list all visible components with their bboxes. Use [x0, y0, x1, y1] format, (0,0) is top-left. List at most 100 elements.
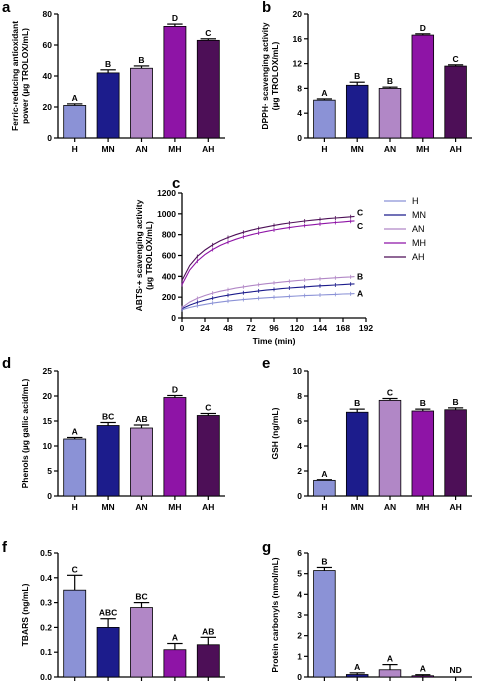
bar-H: [313, 479, 336, 497]
panel-label: f: [2, 539, 8, 556]
y-tick-label: 0.4: [40, 573, 52, 583]
significance-letter: BC: [102, 412, 114, 422]
x-tick-label: MN: [101, 502, 114, 512]
x-tick-label: H: [321, 502, 327, 512]
panel-f: f 0.0 0.1 0.2 0.3 0.4 0.5 TBARS (ng/mL) C H ABC MN B…: [2, 539, 225, 685]
panel-label: g: [262, 539, 271, 556]
significance-letter: D: [172, 385, 178, 395]
bar-MN: [345, 411, 369, 497]
significance-letter: A: [387, 654, 393, 664]
significance-letter: AB: [202, 626, 214, 636]
significance-letter: A: [321, 469, 327, 479]
significance-letter: AB: [135, 414, 147, 424]
x-tick-label: AN: [135, 683, 147, 685]
panel-label: d: [2, 355, 11, 372]
x-tick-label: MN: [351, 144, 364, 154]
bar-AN: [378, 88, 402, 139]
x-tick-label: AH: [202, 144, 214, 154]
significance-letter: A: [354, 662, 360, 672]
y-tick-label: 8: [297, 83, 302, 93]
y-tick-label: 8: [297, 391, 302, 401]
bar-AN: [378, 669, 402, 678]
significance-letter: C: [72, 564, 78, 574]
significance-letter: B: [420, 398, 426, 408]
y-tick-label: 5: [297, 569, 302, 579]
y-tick-label: 25: [43, 366, 53, 376]
legend-label: AH: [412, 252, 425, 262]
significance-letter: D: [420, 23, 426, 33]
y-tick-label: 1000: [157, 209, 176, 219]
x-tick-label: MH: [416, 144, 429, 154]
x-tick-label: AH: [449, 144, 461, 154]
x-tick-label: 192: [359, 323, 373, 333]
x-tick-label: 0: [180, 323, 185, 333]
y-tick-label: 16: [293, 34, 303, 44]
x-tick-label: H: [321, 144, 327, 154]
x-axis-label: Time (min): [253, 336, 296, 346]
x-tick-label: MH: [168, 502, 181, 512]
panel-a: a 0 20 40 60 80 Ferric-reducing antioxidant pow…: [2, 0, 225, 154]
y-tick-label: 10: [293, 366, 303, 376]
y-tick-label: 2: [297, 466, 302, 476]
panel-label: b: [262, 0, 271, 16]
bar-MN: [345, 84, 369, 139]
legend-label: MN: [412, 210, 426, 220]
bar-MN: [96, 425, 120, 497]
y-tick-label: 20: [293, 9, 303, 19]
bar-AN: [130, 607, 153, 678]
y-axis-label: Protein carbonyls (nmol/mL): [270, 557, 280, 672]
significance-letter: ND: [449, 665, 461, 675]
y-tick-label: 0.0: [40, 672, 52, 682]
bar-MH: [163, 25, 187, 139]
y-tick-label: 60: [43, 40, 53, 50]
series-line-AH: [181, 215, 355, 281]
x-tick-label: MN: [351, 502, 364, 512]
y-tick-label: 0.5: [40, 548, 52, 558]
x-tick-label: H: [72, 144, 78, 154]
significance-letter: C: [453, 54, 459, 64]
significance-letter: B: [138, 55, 144, 65]
y-tick-label: 1200: [157, 188, 176, 198]
bar-H: [313, 99, 336, 139]
significance-letter: A: [357, 289, 363, 299]
y-axis-label: GSH (ng/mL): [270, 407, 280, 459]
y-tick-label: 400: [162, 271, 176, 281]
panel-g: g 0 1 2 3 4 5 6 Protein carbonyls (nmol/mL) B H A MN…: [262, 539, 472, 685]
significance-letter: B: [354, 398, 360, 408]
x-tick-label: AN: [384, 144, 396, 154]
x-tick-label: 120: [290, 323, 304, 333]
bar-AH: [444, 409, 467, 497]
bar-H: [313, 570, 336, 678]
y-axis-label: (µg TROLOX/mL): [144, 221, 154, 290]
significance-letter: B: [453, 397, 459, 407]
bar-MH: [411, 34, 435, 139]
y-tick-label: 3: [297, 610, 302, 620]
y-tick-label: 0: [297, 491, 302, 501]
legend-label: AN: [412, 224, 425, 234]
x-tick-label: H: [72, 683, 78, 685]
x-tick-label: 96: [269, 323, 279, 333]
bar-MN: [96, 72, 120, 139]
bar-MH: [163, 649, 187, 678]
bar-H: [63, 589, 87, 678]
x-tick-label: 168: [336, 323, 350, 333]
y-axis-label: TBARS (ng/mL): [20, 583, 30, 646]
y-tick-label: 0: [297, 672, 302, 682]
bar-MN: [96, 627, 120, 678]
y-tick-label: 4: [297, 441, 302, 451]
significance-letter: B: [321, 556, 327, 566]
x-tick-label: AH: [449, 502, 461, 512]
x-tick-label: MN: [351, 683, 364, 685]
significance-letter: D: [172, 13, 178, 23]
y-tick-label: 10: [43, 441, 53, 451]
y-tick-label: 5: [47, 466, 52, 476]
x-tick-label: AH: [202, 502, 214, 512]
series-line-MH: [181, 220, 355, 285]
bar-AN: [378, 399, 402, 497]
x-tick-label: 24: [200, 323, 210, 333]
significance-letter: A: [172, 633, 178, 643]
y-tick-label: 4: [297, 108, 302, 118]
significance-letter: B: [105, 59, 111, 69]
